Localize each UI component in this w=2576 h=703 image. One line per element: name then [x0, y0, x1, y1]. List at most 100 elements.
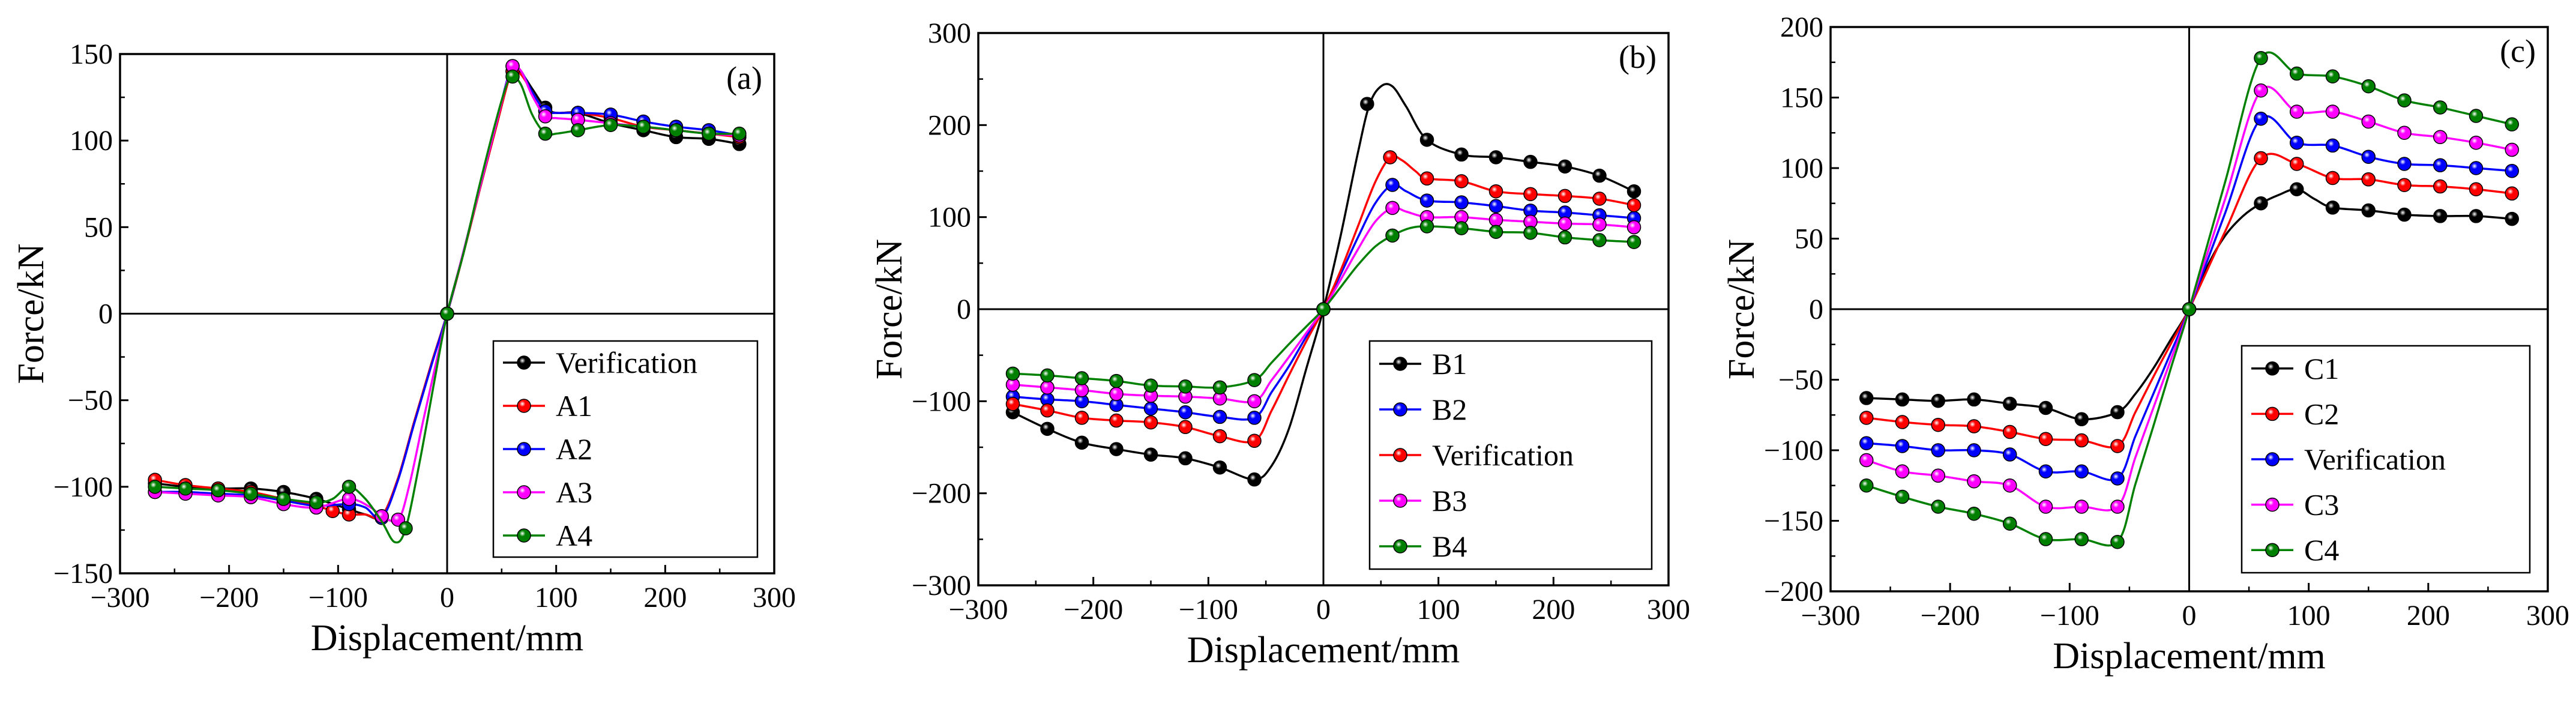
x-tick-label: −200: [1921, 600, 1980, 632]
data-point: [1040, 380, 1055, 395]
data-point: [1592, 168, 1607, 183]
data-point: [1859, 478, 1874, 493]
x-axis-label: Displacement/mm: [1187, 630, 1460, 671]
data-point: [1859, 453, 1874, 468]
data-point: [2469, 209, 2484, 223]
data-point: [1178, 379, 1193, 394]
data-point: [1385, 228, 1400, 243]
legend: Verification A1 A2 A3 A4: [492, 340, 759, 558]
data-point: [399, 521, 413, 536]
y-tick-label: 100: [928, 202, 971, 234]
data-point: [2469, 109, 2484, 123]
legend-item: B3: [1379, 484, 1467, 517]
plot-frame: [119, 53, 775, 575]
data-point: [2110, 405, 2125, 420]
data-point: [2469, 135, 2484, 150]
data-point: [1627, 198, 1642, 213]
y-tick-label: 0: [98, 298, 113, 330]
panel-label: (c): [2500, 33, 2536, 69]
data-point: [732, 126, 747, 141]
data-point: [244, 486, 258, 501]
data-point: [1895, 489, 1910, 504]
legend-marker: [517, 485, 531, 499]
y-tick-label: −100: [1764, 435, 1823, 466]
y-axis-label: Force/kN: [11, 243, 52, 384]
legend-marker: [2265, 406, 2280, 421]
x-tick-label: 300: [2526, 600, 2569, 632]
data-point: [2325, 138, 2340, 153]
data-point: [1212, 460, 1227, 475]
data-point: [148, 480, 162, 494]
data-point: [1859, 411, 1874, 425]
legend-marker: [1393, 448, 1407, 462]
series-line: [1866, 115, 2512, 481]
data-point: [2505, 163, 2519, 178]
legend-label: C2: [2304, 397, 2339, 430]
data-point: [1040, 403, 1055, 418]
x-tick-label: 300: [1647, 594, 1690, 626]
data-point: [2325, 69, 2340, 83]
data-point: [2290, 157, 2304, 171]
data-point: [2003, 424, 2017, 439]
data-point: [2433, 100, 2448, 115]
y-tick-label: −200: [912, 478, 971, 510]
data-point: [2325, 201, 2340, 215]
x-tick-label: 200: [1532, 594, 1575, 626]
legend-marker: [2265, 497, 2280, 512]
y-tick-label: 150: [70, 38, 113, 70]
data-point: [1143, 401, 1158, 416]
data-point: [2361, 149, 2376, 164]
data-point: [2505, 142, 2519, 157]
data-point: [2290, 66, 2304, 81]
data-point: [1109, 373, 1124, 388]
data-point: [1419, 219, 1434, 234]
data-point: [2003, 516, 2017, 531]
chart-panel-a: −300 −200 −100 0 100 200 300 −150 −100 −50 0 50 100 1…: [11, 38, 796, 659]
data-point: [2074, 433, 2089, 448]
legend-item: A1: [503, 389, 592, 423]
data-point: [2110, 471, 2125, 486]
x-tick-label: 300: [753, 582, 796, 614]
data-point: [1557, 216, 1572, 231]
data-point: [2505, 117, 2519, 131]
series-c4: [1859, 50, 2519, 549]
y-tick-label: −150: [1764, 505, 1823, 537]
y-tick-label: −50: [1778, 364, 1823, 396]
data-point: [1523, 225, 1538, 240]
legend-label: A1: [556, 389, 592, 423]
data-point: [2433, 179, 2448, 194]
data-point: [2469, 161, 2484, 175]
data-point: [1247, 433, 1262, 448]
data-point: [538, 109, 553, 124]
data-point: [1247, 373, 1262, 387]
data-point: [1627, 184, 1642, 199]
data-point: [2074, 532, 2089, 546]
data-point: [2038, 532, 2053, 546]
data-point: [1178, 405, 1193, 420]
data-point: [2038, 499, 2053, 514]
x-tick-label: 0: [1316, 594, 1331, 626]
y-tick-label: −50: [68, 385, 113, 417]
data-point: [1383, 150, 1397, 164]
series-c2: [1859, 151, 2519, 453]
data-point: [276, 492, 291, 506]
data-point: [1627, 235, 1642, 249]
series-verification: [1859, 112, 2519, 486]
legend-marker: [517, 355, 531, 370]
data-point: [1074, 435, 1089, 450]
data-point: [2505, 186, 2519, 201]
legend-marker: [2265, 452, 2280, 466]
data-point: [1895, 415, 1910, 429]
data-point: [1454, 174, 1469, 189]
legend-label: A3: [556, 475, 592, 509]
y-tick-label: 300: [928, 17, 971, 49]
legend-marker: [2265, 543, 2280, 557]
x-tick-label: −300: [1801, 600, 1860, 632]
data-point: [1316, 302, 1331, 316]
data-point: [2038, 464, 2053, 478]
data-point: [2397, 207, 2412, 222]
data-point: [1488, 184, 1503, 199]
data-point: [1178, 451, 1193, 466]
data-point: [2397, 178, 2412, 192]
